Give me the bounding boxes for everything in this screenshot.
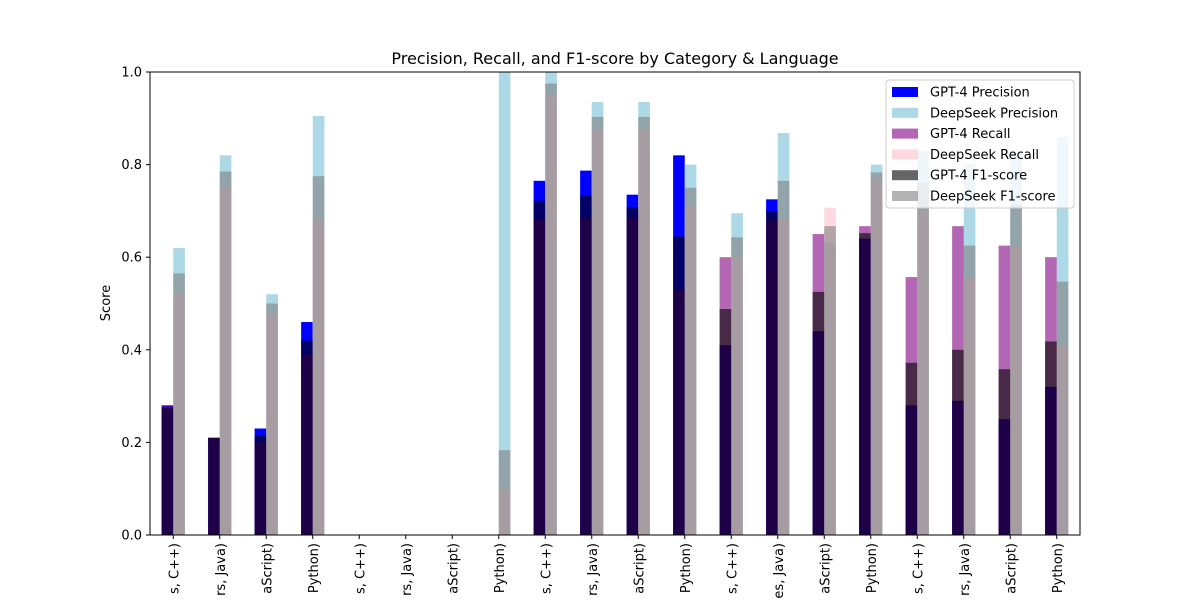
x-tick-label-7: Python) bbox=[493, 543, 508, 593]
legend-swatch-deepseek-precision bbox=[892, 107, 918, 118]
chart-title: Precision, Recall, and F1-score by Categ… bbox=[391, 49, 838, 68]
x-tick-label-15: Python) bbox=[865, 543, 880, 593]
bar-gpt-4-f1-score-15 bbox=[859, 233, 871, 535]
x-tick-label-13: es, Java) bbox=[772, 543, 787, 599]
legend-label-gpt-4-precision: GPT-4 Precision bbox=[930, 86, 1030, 101]
x-tick-label-6: aScript) bbox=[446, 543, 461, 594]
axes-layer: 0.0 0.2 0.4 0.6 0.8 1.0 s, C++) rs, Java) aScrip… bbox=[121, 66, 1081, 599]
bar-deepseek-f1-score-2 bbox=[266, 303, 278, 535]
y-tick-label-3: 0.6 bbox=[121, 251, 142, 266]
bar-gpt-4-f1-score-12 bbox=[719, 309, 732, 535]
bar-deepseek-f1-score-11 bbox=[684, 187, 697, 535]
bar-deepseek-f1-score-0 bbox=[173, 273, 185, 535]
bar-deepseek-f1-score-17 bbox=[963, 245, 976, 535]
x-tick-label-14: aScript) bbox=[818, 543, 833, 594]
bar-gpt-4-f1-score-10 bbox=[626, 207, 639, 536]
legend-label-deepseek-recall: DeepSeek Recall bbox=[930, 148, 1039, 163]
bar-gpt-4-f1-score-0 bbox=[161, 407, 174, 535]
bar-deepseek-f1-score-3 bbox=[312, 176, 325, 536]
bar-deepseek-f1-score-9 bbox=[591, 116, 604, 535]
y-tick-label-5: 1.0 bbox=[121, 66, 142, 81]
bar-deepseek-f1-score-13 bbox=[777, 180, 790, 535]
legend-label-gpt-4-f1-score: GPT-4 F1-score bbox=[930, 169, 1027, 184]
x-tick-label-12: s, C++) bbox=[725, 543, 740, 594]
y-tick-label-0: 0.0 bbox=[121, 529, 142, 544]
x-tick-label-19: Python) bbox=[1051, 543, 1066, 593]
bar-deepseek-f1-score-1 bbox=[219, 171, 232, 536]
bar-gpt-4-f1-score-13 bbox=[766, 210, 778, 535]
legend-swatch-gpt-4-f1-score bbox=[892, 170, 918, 181]
bar-deepseek-f1-score-16 bbox=[917, 183, 929, 535]
legend-swatch-deepseek-f1-score bbox=[892, 191, 918, 201]
x-tick-label-2: aScript) bbox=[260, 543, 275, 594]
bar-gpt-4-f1-score-1 bbox=[208, 437, 220, 535]
x-tick-label-18: aScript) bbox=[1004, 543, 1019, 594]
legend-label-deepseek-precision: DeepSeek Precision bbox=[930, 106, 1058, 121]
bar-gpt-4-f1-score-9 bbox=[580, 195, 592, 535]
y-tick-label-2: 0.4 bbox=[121, 343, 142, 358]
bar-gpt-4-f1-score-2 bbox=[254, 435, 267, 535]
x-tick-label-16: s, C++) bbox=[911, 543, 926, 594]
bar-deepseek-f1-score-8 bbox=[545, 83, 557, 535]
x-tick-label-10: aScript) bbox=[632, 543, 647, 594]
bar-gpt-4-f1-score-11 bbox=[673, 236, 685, 536]
bar-gpt-4-f1-score-16 bbox=[905, 362, 918, 535]
x-tick-label-17: rs, Java) bbox=[958, 543, 973, 596]
bar-deepseek-f1-score-7 bbox=[498, 450, 511, 535]
bar-gpt-4-f1-score-17 bbox=[952, 349, 964, 535]
bar-deepseek-f1-score-14 bbox=[824, 226, 836, 535]
x-tick-label-5: rs, Java) bbox=[400, 543, 415, 596]
legend-label-gpt-4-recall: GPT-4 Recall bbox=[930, 127, 1011, 142]
legend: GPT-4 Precision DeepSeek Precision GPT-4 R… bbox=[885, 79, 1075, 209]
bar-deepseek-f1-score-12 bbox=[731, 237, 743, 535]
x-tick-label-3: Python) bbox=[307, 543, 322, 593]
legend-label-deepseek-f1-score: DeepSeek F1-score bbox=[930, 190, 1056, 205]
plot-frame bbox=[149, 71, 1081, 536]
bar-deepseek-f1-score-19 bbox=[1056, 281, 1069, 535]
y-tick-label-4: 0.8 bbox=[121, 158, 142, 173]
x-tick-label-9: rs, Java) bbox=[586, 543, 601, 596]
bar-deepseek-f1-score-10 bbox=[638, 116, 650, 535]
bar-deepseek-f1-score-15 bbox=[870, 172, 883, 535]
bar-gpt-4-f1-score-8 bbox=[533, 200, 546, 536]
y-axis-label: Score bbox=[99, 285, 114, 321]
x-tick-label-8: s, C++) bbox=[539, 543, 554, 594]
bar-gpt-4-f1-score-3 bbox=[301, 340, 313, 535]
y-tick-label-1: 0.2 bbox=[121, 436, 142, 451]
bar-gpt-4-f1-score-18 bbox=[998, 369, 1011, 535]
bar-gpt-4-f1-score-19 bbox=[1045, 341, 1057, 535]
x-tick-label-11: Python) bbox=[679, 543, 694, 593]
x-tick-label-0: s, C++) bbox=[167, 543, 182, 594]
legend-box bbox=[885, 79, 1075, 209]
bar-deepseek-precision-7 bbox=[498, 72, 511, 535]
bar-deepseek-f1-score-18 bbox=[1010, 204, 1022, 535]
bar-gpt-4-f1-score-14 bbox=[812, 291, 825, 535]
legend-swatch-deepseek-recall bbox=[892, 149, 918, 160]
bars-layer bbox=[161, 72, 1069, 536]
legend-swatch-gpt-4-precision bbox=[892, 87, 918, 97]
x-tick-label-4: s, C++) bbox=[353, 543, 368, 594]
legend-swatch-gpt-4-recall bbox=[892, 128, 918, 139]
x-tick-label-1: rs, Java) bbox=[214, 543, 229, 596]
